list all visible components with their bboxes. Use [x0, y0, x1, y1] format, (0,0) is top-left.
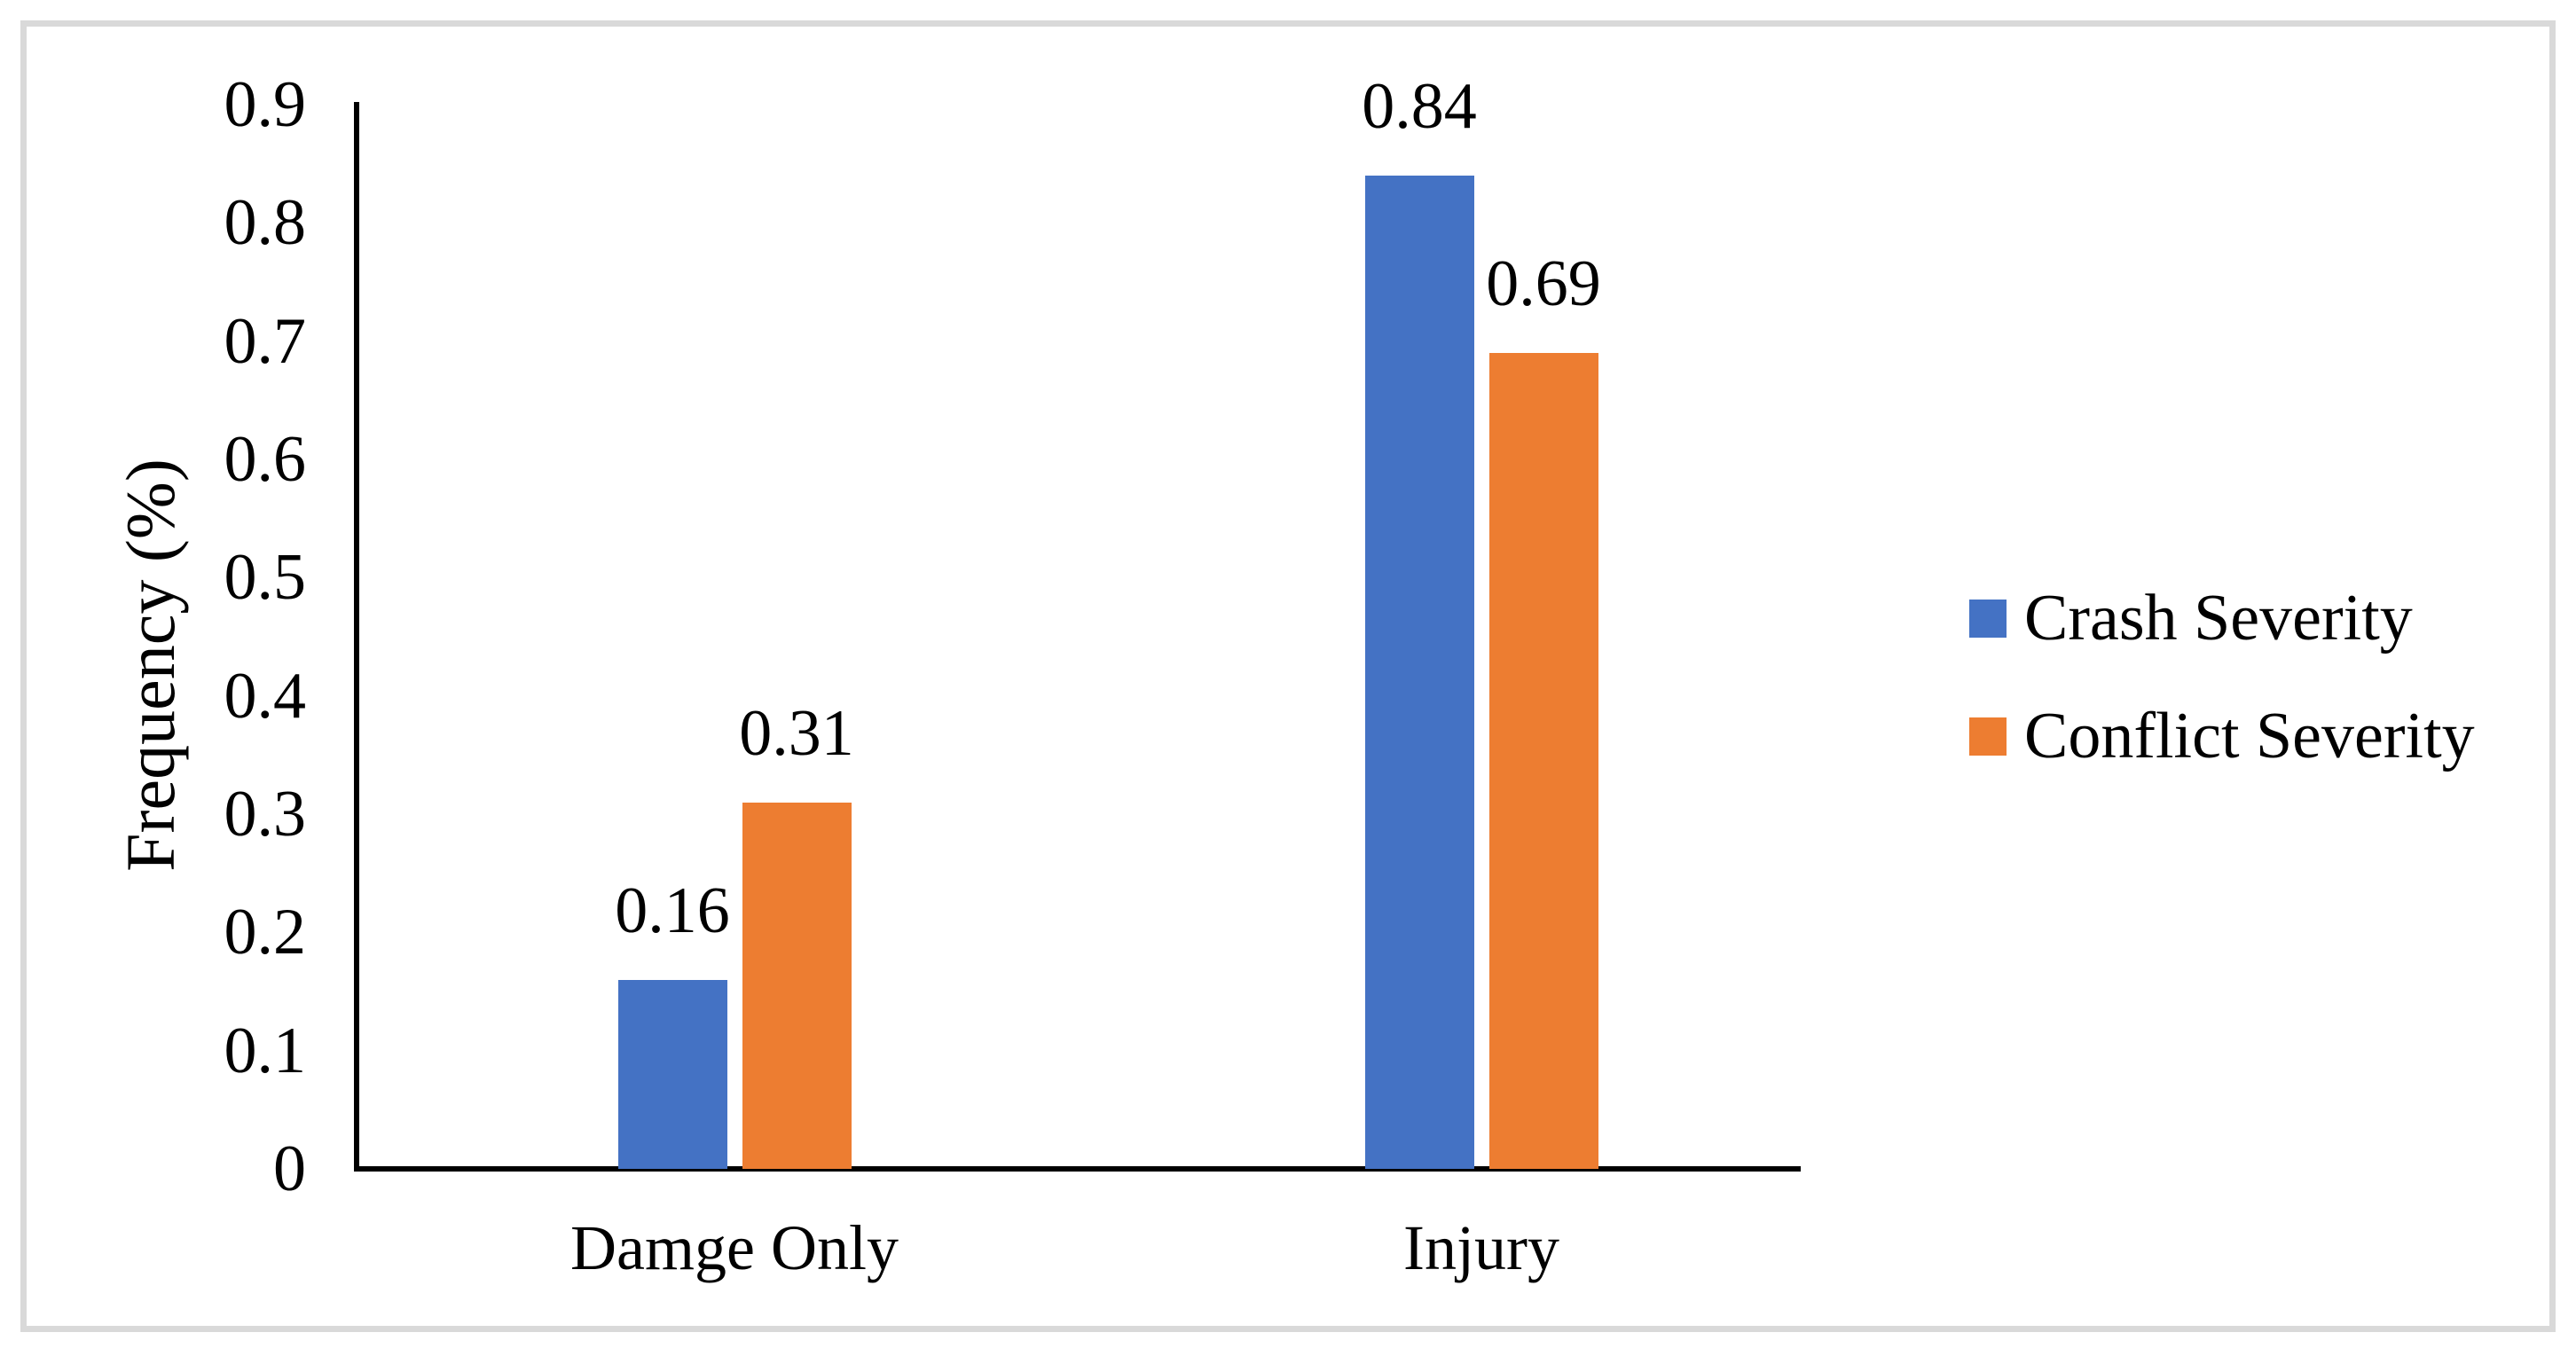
y-tick-label-0-6: 0.6	[224, 423, 307, 496]
y-tick-label-0-9: 0.9	[224, 68, 307, 141]
x-category-label-injury: Injury	[1403, 1212, 1559, 1283]
x-axis-line	[354, 1166, 1801, 1172]
legend-item-conflict-severity: Conflict Severity	[1969, 703, 2475, 769]
bar-injury-crash-severity	[1364, 176, 1474, 1169]
bar-injury-conflict-severity	[1488, 353, 1598, 1169]
value-label-injury-conflict-severity: 0.69	[1486, 247, 1601, 320]
y-tick-label-0-7: 0.7	[224, 304, 307, 378]
bar-damge-only-crash-severity	[617, 979, 727, 1169]
value-label-damge-only-crash-severity: 0.16	[615, 874, 730, 947]
chart-border-frame	[20, 20, 2556, 1332]
x-category-label-damge-only: Damge Only	[570, 1212, 899, 1283]
value-label-injury-crash-severity: 0.84	[1362, 70, 1477, 143]
legend-swatch-conflict-severity	[1969, 717, 2007, 756]
y-tick-label-0-8: 0.8	[224, 186, 307, 260]
y-tick-label-0: 0	[273, 1133, 306, 1205]
legend-item-crash-severity: Crash Severity	[1969, 585, 2413, 651]
legend-swatch-crash-severity	[1969, 599, 2007, 638]
y-tick-label-0-2: 0.2	[224, 896, 307, 969]
y-axis-line	[354, 102, 359, 1172]
y-tick-label-0-5: 0.5	[224, 541, 307, 615]
y-tick-label-0-4: 0.4	[224, 659, 307, 733]
y-tick-label-0-1: 0.1	[224, 1014, 307, 1087]
value-label-damge-only-conflict-severity: 0.31	[739, 696, 854, 770]
legend-label-conflict-severity: Conflict Severity	[2024, 700, 2475, 772]
legend-label-crash-severity: Crash Severity	[2024, 582, 2413, 654]
y-tick-label-0-3: 0.3	[224, 778, 307, 850]
bar-damge-only-conflict-severity	[742, 802, 852, 1169]
